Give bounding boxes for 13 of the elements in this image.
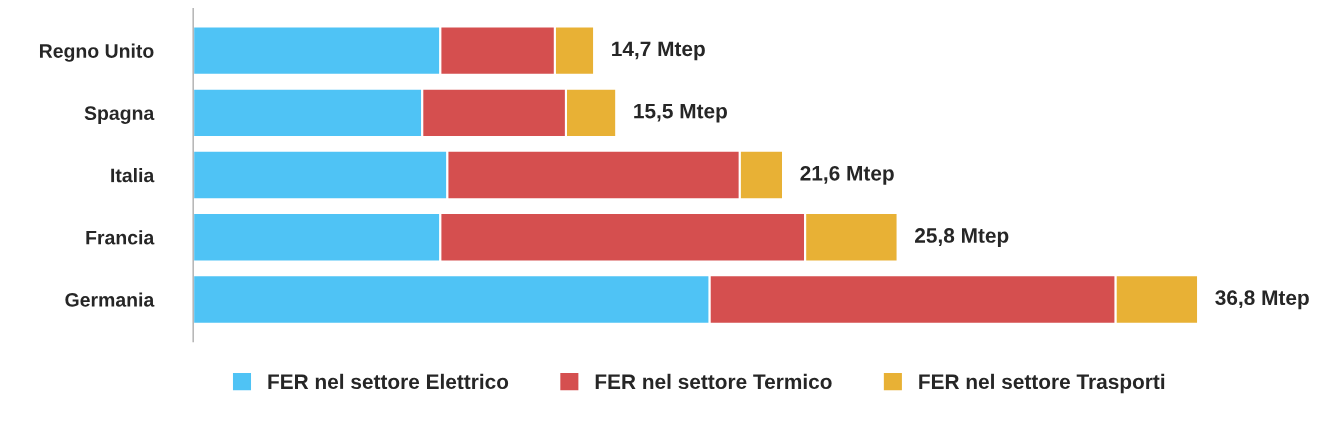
y-tick-label: Regno Unito (39, 43, 154, 62)
legend-label: FER nel settore Trasporti (919, 373, 1165, 394)
annotation: 36,8 Mtep (1215, 290, 1309, 310)
y-tick-label: Germania (65, 292, 155, 307)
y-tick-label: Spagna (84, 106, 155, 124)
legend-label: FER nel settore Elettrico (268, 373, 509, 390)
legend-label: FER nel settore Termico (595, 373, 832, 390)
annotation: 14,7 Mtep (612, 41, 705, 61)
annotation: 15,5 Mtep (634, 103, 727, 123)
y-tick-label: Francia (86, 230, 155, 245)
annotation: 21,6 Mtep (800, 165, 894, 185)
y-tick-label: Italia (111, 168, 155, 183)
annotation: 25,8 Mtep (915, 228, 1009, 247)
